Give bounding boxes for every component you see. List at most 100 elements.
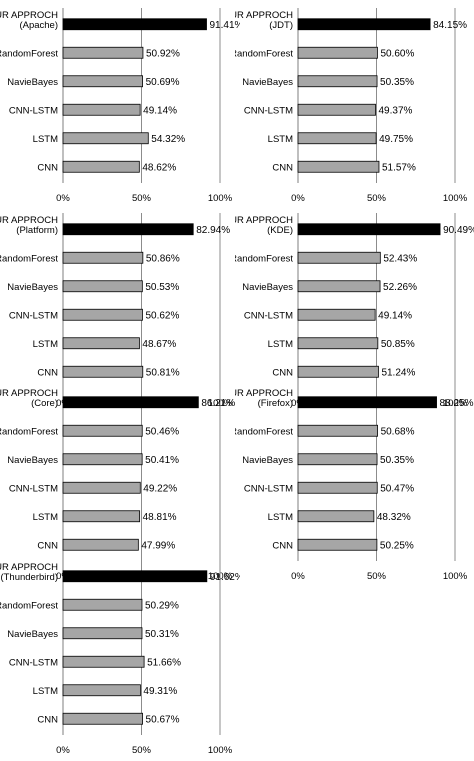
category-label: CNN: [37, 714, 58, 725]
bar: [62, 481, 141, 494]
bar: [297, 396, 437, 409]
value-label: 48.67%: [142, 339, 176, 350]
bar: [62, 308, 143, 321]
category-label: OUR APPROCH: [235, 10, 293, 21]
category-label: RandomForest: [0, 426, 58, 437]
category-label: NavieBayes: [7, 629, 58, 640]
category-label: (Platform): [16, 225, 58, 236]
bar: [297, 75, 378, 88]
category-label: LSTM: [33, 512, 58, 523]
x-tick-label: 100%: [443, 193, 468, 204]
value-label: 50.47%: [380, 483, 414, 494]
bar: [297, 308, 376, 321]
bar: [62, 46, 144, 59]
bar: [62, 75, 143, 88]
bar: [62, 510, 141, 523]
value-label: 47.99%: [141, 540, 175, 551]
value-label: 50.68%: [381, 426, 415, 437]
value-label: 50.92%: [146, 48, 180, 59]
bar: [297, 18, 431, 31]
bar-chart-7: 91.62% OUR APPROCH(Thunderbird) 50.29% Rand…: [0, 560, 240, 756]
bar: [62, 280, 143, 293]
bar: [62, 251, 144, 264]
category-label: NavieBayes: [242, 77, 293, 88]
bar: [62, 424, 143, 437]
category-label: CNN: [272, 367, 293, 378]
value-label: 50.25%: [380, 540, 414, 551]
value-label: 50.46%: [145, 426, 179, 437]
bar: [297, 223, 441, 236]
value-label: 52.43%: [383, 253, 417, 264]
value-label: 86.21%: [201, 398, 235, 409]
bar: [62, 396, 199, 409]
value-label: 51.24%: [381, 367, 415, 378]
category-label: CNN-LSTM: [9, 310, 58, 321]
value-label: 51.57%: [382, 162, 416, 173]
bar: [297, 280, 381, 293]
value-label: 82.94%: [196, 225, 230, 236]
category-label: LSTM: [268, 512, 293, 523]
bar: [297, 424, 378, 437]
value-label: 90.49%: [443, 225, 474, 236]
bar: [62, 453, 143, 466]
x-tick-label: 100%: [443, 571, 468, 582]
value-label: 50.31%: [145, 629, 179, 640]
value-label: 50.85%: [381, 339, 415, 350]
category-label: CNN: [37, 540, 58, 551]
value-label: 49.14%: [143, 105, 177, 116]
category-label: (Apache): [19, 20, 58, 31]
bar: [297, 103, 376, 116]
value-label: 49.31%: [143, 686, 177, 697]
value-label: 49.22%: [143, 483, 177, 494]
bar-chart-5: 86.21% OUR APPROCH (Core) 50.46% RandomFores…: [0, 386, 235, 582]
category-label: NavieBayes: [242, 455, 293, 466]
x-tick-label: 100%: [208, 745, 233, 756]
value-label: 50.60%: [380, 48, 414, 59]
category-label: LSTM: [33, 339, 58, 350]
category-label: CNN: [37, 162, 58, 173]
x-tick-label: 50%: [367, 193, 387, 204]
bar: [62, 132, 149, 145]
value-label: 50.86%: [146, 253, 180, 264]
bar: [297, 132, 377, 145]
bar: [297, 160, 380, 173]
value-label: 52.26%: [383, 282, 417, 293]
category-label: LSTM: [33, 686, 58, 697]
category-label: LSTM: [268, 134, 293, 145]
value-label: 50.69%: [146, 77, 180, 88]
category-label: CNN: [37, 367, 58, 378]
bar: [62, 365, 144, 378]
bar-chart-1: 91.41% OUR APPROCH(Apache) 50.92% RandomFor…: [0, 8, 240, 204]
category-label: CNN-LSTM: [244, 310, 293, 321]
value-label: 84.15%: [433, 20, 467, 31]
category-label: RandomForest: [235, 426, 293, 437]
value-label: 88.25%: [440, 398, 474, 409]
value-label: 49.14%: [378, 310, 412, 321]
category-label: LSTM: [33, 134, 58, 145]
value-label: 50.29%: [145, 600, 179, 611]
category-label: OUR APPROCH: [0, 215, 58, 226]
category-label: OUR APPROCH: [0, 562, 58, 573]
category-label: (Core): [31, 398, 58, 409]
value-label: 50.35%: [380, 77, 414, 88]
value-label: 50.53%: [145, 282, 179, 293]
x-tick-label: 0%: [56, 745, 70, 756]
bar-chart-4: 90.49%OUR APPROCH(KDE)52.43%RandomForest…: [235, 213, 474, 409]
category-label: CNN-LSTM: [9, 657, 58, 668]
category-label: CNN: [272, 540, 293, 551]
value-label: 91.41%: [210, 20, 240, 31]
bar: [62, 18, 207, 31]
bar-chart-2: 84.15% OUR APPROCH(JDT) 50.60% RandomForest…: [235, 8, 468, 204]
chart-grid: 91.41%OUR APPROCH(Apache)50.92%RandomFor…: [0, 8, 474, 756]
bar: [62, 684, 141, 697]
bar: [62, 223, 194, 236]
x-tick-label: 50%: [132, 193, 152, 204]
value-label: 49.75%: [379, 134, 413, 145]
category-label: CNN-LSTM: [244, 483, 293, 494]
bar: [62, 538, 139, 551]
bar: [62, 160, 140, 173]
bar: [297, 251, 381, 264]
category-label: NavieBayes: [7, 455, 58, 466]
value-label: 51.66%: [147, 657, 181, 668]
bar: [297, 453, 378, 466]
